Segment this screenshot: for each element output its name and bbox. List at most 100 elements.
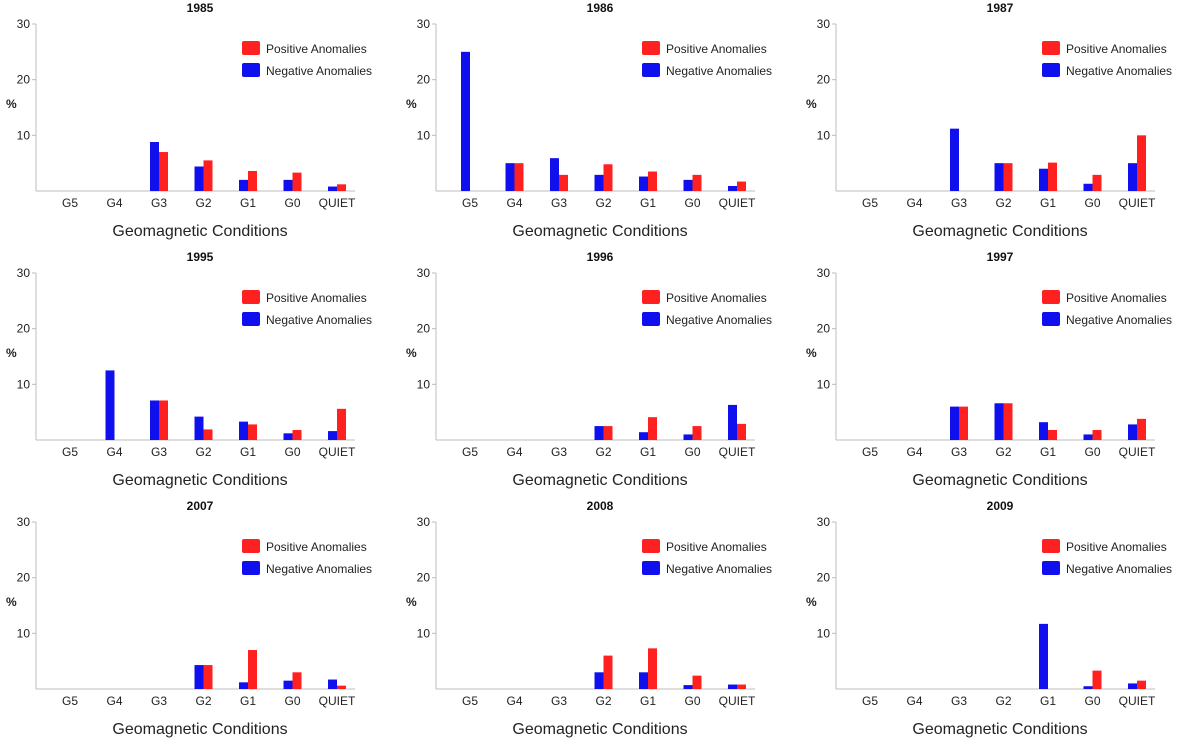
x-tick-label: G4 xyxy=(106,196,122,210)
x-tick-label: G0 xyxy=(684,694,700,708)
legend-label-positive: Positive Anomalies xyxy=(266,42,367,56)
bar-positive-G1 xyxy=(248,650,257,689)
x-tick-label: G5 xyxy=(462,445,478,459)
x-tick-label: QUIET xyxy=(719,196,756,210)
bar-positive-G2 xyxy=(1003,403,1013,440)
chart-panel-1985: 1985 10 20 30% G5 G4 G3 G2 G1 G0 QUIET Geomagnetic … xyxy=(0,0,400,249)
y-tick-label: 20 xyxy=(417,322,431,336)
bar-negative-QUIET xyxy=(1128,163,1137,191)
bar-positive-G3 xyxy=(159,400,168,440)
x-tick-label: G5 xyxy=(862,445,878,459)
x-tick-label: G2 xyxy=(995,445,1011,459)
x-tick-label: G3 xyxy=(151,694,167,708)
x-tick-label: G1 xyxy=(240,445,256,459)
bar-negative-G1 xyxy=(1039,623,1048,689)
x-tick-label: G2 xyxy=(195,196,211,210)
x-tick-label: G4 xyxy=(906,694,922,708)
y-axis-label: % xyxy=(406,346,417,360)
x-tick-label: QUIET xyxy=(1119,445,1156,459)
legend-label-negative: Negative Anomalies xyxy=(666,313,772,327)
y-tick-label: 30 xyxy=(817,515,831,529)
bar-negative-G4 xyxy=(105,370,115,440)
bar-positive-G0 xyxy=(1092,429,1102,440)
bar-negative-QUIET xyxy=(328,679,337,689)
legend-swatch-negative xyxy=(242,63,260,77)
y-axis-label: % xyxy=(406,97,417,111)
bar-positive-QUIET xyxy=(1137,680,1146,689)
bar-positive-G0 xyxy=(692,426,702,440)
legend-label-negative: Negative Anomalies xyxy=(266,313,372,327)
bar-negative-G1 xyxy=(239,421,248,440)
x-tick-label: G1 xyxy=(640,694,656,708)
bar-negative-G0 xyxy=(283,680,293,689)
chart-title: 1995 xyxy=(187,250,214,264)
x-axis-label: Geomagnetic Conditions xyxy=(912,472,1087,489)
bar-negative-G1 xyxy=(1039,168,1048,191)
bar-negative-G2 xyxy=(594,426,604,440)
bar-positive-QUIET xyxy=(1137,135,1146,191)
x-tick-label: G5 xyxy=(462,196,478,210)
legend-label-positive: Positive Anomalies xyxy=(666,291,767,305)
bar-negative-G2 xyxy=(194,416,204,440)
x-axis-label: Geomagnetic Conditions xyxy=(112,223,287,240)
bar-negative-G3 xyxy=(150,400,159,440)
chart-svg-2008: 2008 10 20 30% G5 G4 G3 G2 G1 G0 QUIET Geomagnetic … xyxy=(406,499,772,738)
legend: Positive Anomalies Negative Anomalies xyxy=(1042,290,1172,327)
bar-negative-QUIET xyxy=(728,684,737,689)
y-tick-label: 10 xyxy=(417,626,431,640)
chart-title: 2008 xyxy=(587,499,614,513)
y-tick-label: 20 xyxy=(17,571,31,585)
bar-negative-QUIET xyxy=(328,431,337,440)
bar-positive-G0 xyxy=(292,429,302,440)
x-tick-label: G2 xyxy=(195,694,211,708)
bar-positive-G2 xyxy=(203,665,213,689)
bar-negative-G2 xyxy=(994,403,1004,440)
legend-label-negative: Negative Anomalies xyxy=(1066,64,1172,78)
x-tick-label: G3 xyxy=(151,196,167,210)
bar-negative-G1 xyxy=(639,672,648,689)
x-tick-label: G3 xyxy=(551,196,567,210)
legend-label-negative: Negative Anomalies xyxy=(266,64,372,78)
legend: Positive Anomalies Negative Anomalies xyxy=(242,290,372,327)
x-tick-label: G3 xyxy=(951,445,967,459)
x-tick-label: QUIET xyxy=(319,196,356,210)
legend-label-positive: Positive Anomalies xyxy=(266,540,367,554)
bar-negative-G2 xyxy=(194,166,204,191)
x-tick-label: G5 xyxy=(62,694,78,708)
x-axis-label: Geomagnetic Conditions xyxy=(512,721,687,738)
legend: Positive Anomalies Negative Anomalies xyxy=(642,539,772,576)
bar-positive-QUIET xyxy=(337,408,346,440)
x-tick-label: QUIET xyxy=(319,694,356,708)
legend-swatch-positive xyxy=(1042,290,1060,304)
bar-positive-G1 xyxy=(1048,429,1057,440)
legend-swatch-positive xyxy=(1042,41,1060,55)
chart-svg-2009: 2009 10 20 30% G5 G4 G3 G2 G1 G0 QUIET Geomagnetic … xyxy=(806,499,1172,738)
chart-title: 1996 xyxy=(587,250,614,264)
chart-panel-2007: 2007 10 20 30% G5 G4 G3 G2 G1 G0 QUIET Geomagnetic … xyxy=(0,498,400,747)
legend-label-negative: Negative Anomalies xyxy=(666,562,772,576)
bar-positive-G2 xyxy=(603,164,613,191)
bar-negative-QUIET xyxy=(728,404,737,440)
x-tick-label: G3 xyxy=(551,694,567,708)
bar-positive-G0 xyxy=(1092,174,1102,191)
legend-label-positive: Positive Anomalies xyxy=(666,42,767,56)
y-tick-label: 10 xyxy=(417,128,431,142)
chart-svg-1986: 1986 10 20 30% G5 G4 G3 G2 G1 G0 QUIET Geomagnetic … xyxy=(406,1,772,240)
bar-negative-G2 xyxy=(994,163,1004,191)
y-tick-label: 30 xyxy=(17,515,31,529)
chart-title: 2007 xyxy=(187,499,214,513)
bar-negative-G1 xyxy=(1039,422,1048,440)
x-tick-label: G0 xyxy=(284,694,300,708)
x-tick-label: G5 xyxy=(62,445,78,459)
x-tick-label: G3 xyxy=(951,196,967,210)
chart-panel-1986: 1986 10 20 30% G5 G4 G3 G2 G1 G0 QUIET Geomagnetic … xyxy=(400,0,800,249)
x-tick-label: G2 xyxy=(995,694,1011,708)
y-tick-label: 30 xyxy=(417,266,431,280)
x-tick-label: G4 xyxy=(506,694,522,708)
bar-negative-G0 xyxy=(683,434,693,440)
x-tick-label: G2 xyxy=(595,694,611,708)
x-axis-label: Geomagnetic Conditions xyxy=(512,223,687,240)
x-tick-label: QUIET xyxy=(719,694,756,708)
bar-negative-G2 xyxy=(194,665,204,689)
y-axis-label: % xyxy=(406,595,417,609)
